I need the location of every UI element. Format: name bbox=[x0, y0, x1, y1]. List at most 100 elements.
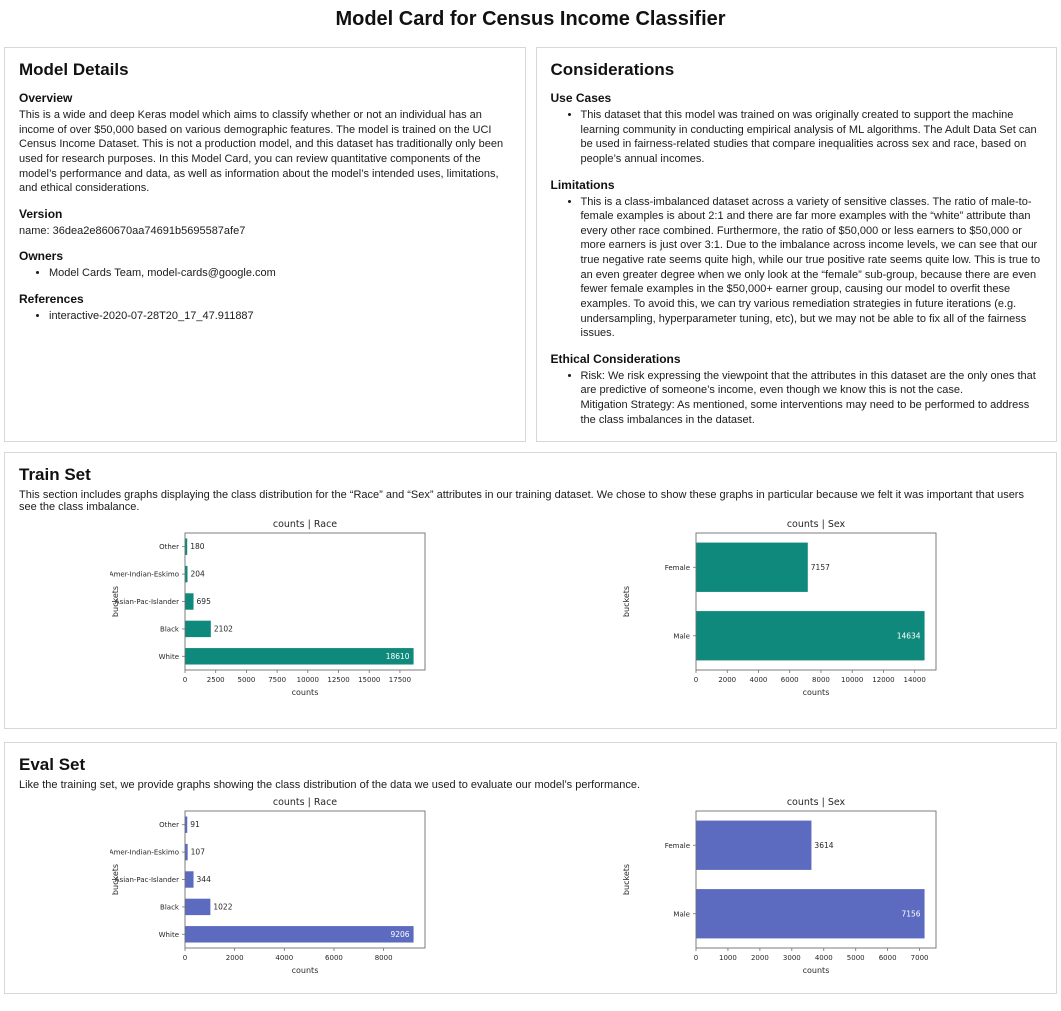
svg-text:counts | Sex: counts | Sex bbox=[787, 797, 846, 808]
train-sex-chart: counts | Sex buckets Female 7157 Male 14634 0 2… bbox=[621, 517, 951, 702]
svg-text:buckets: buckets bbox=[622, 864, 631, 895]
train-race-chart: counts | Race buckets Other 180 Amer-Indian-… bbox=[110, 517, 440, 702]
svg-text:8000: 8000 bbox=[812, 676, 830, 684]
svg-text:10000: 10000 bbox=[841, 676, 863, 684]
considerations-title: Considerations bbox=[550, 60, 675, 79]
considerations-card: Considerations Use Cases This dataset th… bbox=[535, 47, 1057, 443]
svg-text:Amer-Indian-Eskimo: Amer-Indian-Eskimo bbox=[110, 571, 179, 579]
svg-text:5000: 5000 bbox=[237, 676, 255, 684]
svg-text:180: 180 bbox=[190, 542, 205, 551]
svg-text:6000: 6000 bbox=[325, 954, 343, 962]
svg-text:counts | Race: counts | Race bbox=[273, 519, 337, 530]
svg-text:14634: 14634 bbox=[897, 632, 921, 641]
svg-text:2000: 2000 bbox=[719, 676, 737, 684]
svg-text:Amer-Indian-Eskimo: Amer-Indian-Eskimo bbox=[110, 849, 179, 857]
overview-text: This is a wide and deep Keras model whic… bbox=[19, 109, 504, 195]
svg-text:Asian-Pac-Islander: Asian-Pac-Islander bbox=[115, 876, 179, 884]
version-text: name: 36dea2e860670aa74691b5695587afe7 bbox=[19, 224, 246, 237]
svg-text:17500: 17500 bbox=[389, 676, 411, 684]
references-list: interactive-2020-07-28T20_17_47.911887 bbox=[19, 309, 511, 324]
svg-text:counts | Sex: counts | Sex bbox=[787, 519, 846, 530]
svg-text:7000: 7000 bbox=[911, 954, 929, 962]
svg-text:counts: counts bbox=[291, 966, 318, 975]
references-heading: References bbox=[19, 292, 84, 306]
svg-text:Black: Black bbox=[160, 904, 180, 912]
svg-text:15000: 15000 bbox=[358, 676, 380, 684]
eval-sex-chart: counts | Sex buckets Female 3614 Male 7156 0 10… bbox=[621, 795, 951, 980]
svg-text:buckets: buckets bbox=[111, 864, 120, 895]
svg-text:Female: Female bbox=[665, 564, 690, 572]
svg-text:18610: 18610 bbox=[385, 652, 409, 661]
svg-text:12500: 12500 bbox=[327, 676, 349, 684]
version-heading: Version bbox=[19, 206, 63, 221]
svg-text:Female: Female bbox=[665, 842, 690, 850]
svg-text:2102: 2102 bbox=[214, 625, 233, 634]
owners-heading: Owners bbox=[19, 249, 64, 264]
eval-set-card: Eval Set Like the training set, we provi… bbox=[4, 742, 1057, 995]
overview-heading: Overview bbox=[19, 91, 73, 105]
svg-text:5000: 5000 bbox=[847, 954, 865, 962]
svg-text:Male: Male bbox=[674, 633, 691, 641]
svg-text:695: 695 bbox=[196, 597, 211, 606]
ethical-considerations-heading: Ethical Considerations bbox=[550, 351, 681, 366]
limitations-heading: Limitations bbox=[550, 177, 615, 192]
svg-text:Black: Black bbox=[160, 626, 180, 634]
model-details-card: Model Details Overview This is a wide an… bbox=[4, 47, 526, 443]
ethical-considerations-list: Risk: We risk expressing the viewpoint t… bbox=[551, 369, 1043, 428]
eval-set-description: Like the training set, we provide graphs… bbox=[19, 779, 641, 792]
svg-text:Male: Male bbox=[674, 911, 691, 919]
list-item: Model Cards Team, model-cards@google.com bbox=[49, 266, 511, 281]
svg-text:12000: 12000 bbox=[873, 676, 895, 684]
svg-text:0: 0 bbox=[694, 676, 698, 684]
eval-race-chart: counts | Race buckets Other 91 Amer-Indian-E… bbox=[110, 795, 440, 980]
svg-text:0: 0 bbox=[694, 954, 698, 962]
svg-text:4000: 4000 bbox=[275, 954, 293, 962]
svg-text:Asian-Pac-Islander: Asian-Pac-Islander bbox=[115, 598, 179, 606]
svg-text:2500: 2500 bbox=[207, 676, 225, 684]
page-title: Model Card for Census Income Classifier bbox=[335, 8, 726, 30]
svg-text:2000: 2000 bbox=[751, 954, 769, 962]
svg-text:6000: 6000 bbox=[781, 676, 799, 684]
svg-text:Other: Other bbox=[159, 543, 179, 551]
limitations-list: This is a class-imbalanced dataset acros… bbox=[551, 195, 1043, 341]
svg-text:4000: 4000 bbox=[750, 676, 768, 684]
svg-text:counts: counts bbox=[803, 688, 830, 697]
use-cases-heading: Use Cases bbox=[550, 91, 612, 105]
svg-text:10000: 10000 bbox=[296, 676, 318, 684]
train-set-description: This section includes graphs displaying … bbox=[19, 489, 1024, 514]
train-set-card: Train Set This section includes graphs d… bbox=[4, 452, 1057, 730]
use-cases-list: This dataset that this model was trained… bbox=[551, 108, 1043, 167]
svg-text:8000: 8000 bbox=[374, 954, 392, 962]
list-item: Risk: We risk expressing the viewpoint t… bbox=[581, 369, 1043, 428]
svg-text:counts: counts bbox=[291, 688, 318, 697]
svg-text:counts | Race: counts | Race bbox=[273, 797, 337, 808]
svg-text:buckets: buckets bbox=[111, 586, 120, 617]
svg-text:1022: 1022 bbox=[213, 903, 232, 912]
list-item: This is a class-imbalanced dataset acros… bbox=[581, 195, 1043, 341]
svg-text:2000: 2000 bbox=[225, 954, 243, 962]
train-charts-row: counts | Race buckets Other 180 Amer-Indian-… bbox=[19, 517, 1042, 702]
svg-text:344: 344 bbox=[196, 875, 211, 884]
svg-text:White: White bbox=[158, 653, 178, 661]
svg-text:0: 0 bbox=[183, 954, 187, 962]
svg-text:7156: 7156 bbox=[902, 910, 921, 919]
list-item: interactive-2020-07-28T20_17_47.911887 bbox=[49, 309, 511, 324]
svg-text:14000: 14000 bbox=[904, 676, 926, 684]
svg-text:White: White bbox=[158, 931, 178, 939]
list-item: This dataset that this model was trained… bbox=[581, 108, 1043, 167]
top-row: Model Details Overview This is a wide an… bbox=[4, 47, 1057, 443]
svg-text:3000: 3000 bbox=[783, 954, 801, 962]
svg-text:7500: 7500 bbox=[268, 676, 286, 684]
svg-text:buckets: buckets bbox=[622, 586, 631, 617]
svg-text:Other: Other bbox=[159, 821, 179, 829]
model-details-title: Model Details bbox=[19, 60, 129, 79]
svg-text:counts: counts bbox=[803, 966, 830, 975]
eval-charts-row: counts | Race buckets Other 91 Amer-Indian-E… bbox=[19, 795, 1042, 980]
owners-list: Model Cards Team, model-cards@google.com bbox=[19, 266, 511, 281]
svg-text:204: 204 bbox=[190, 570, 205, 579]
svg-text:3614: 3614 bbox=[815, 841, 834, 850]
svg-text:6000: 6000 bbox=[879, 954, 897, 962]
train-set-title: Train Set bbox=[19, 465, 91, 485]
svg-text:1000: 1000 bbox=[719, 954, 737, 962]
